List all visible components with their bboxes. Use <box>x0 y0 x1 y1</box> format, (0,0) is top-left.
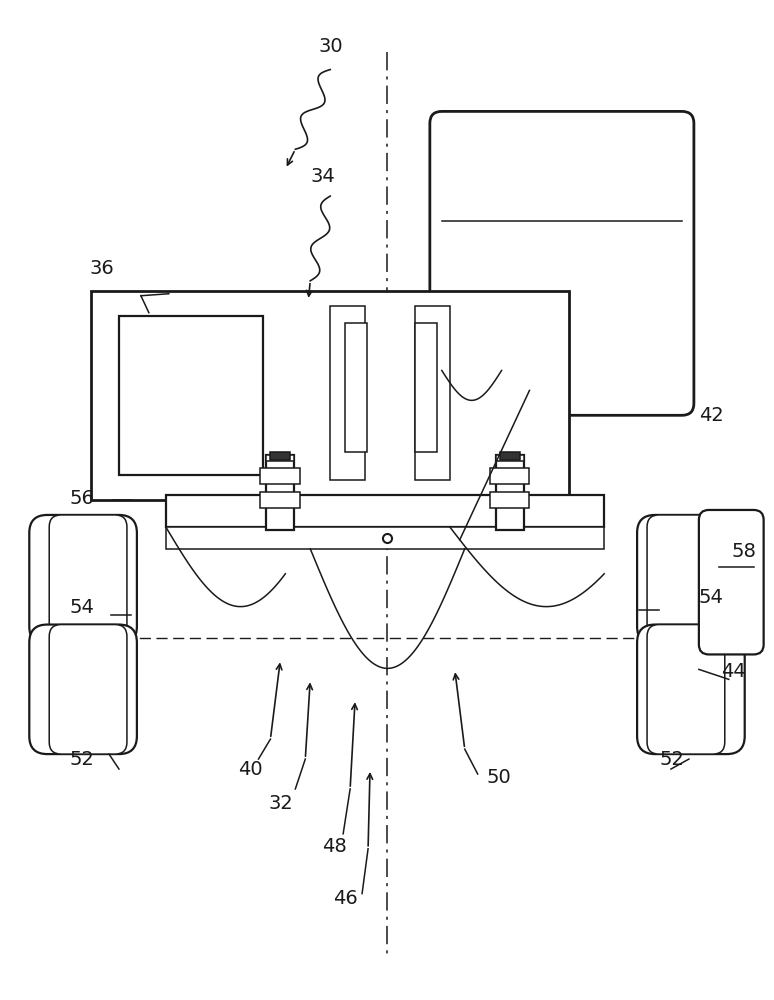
Bar <box>166 495 604 527</box>
Bar <box>119 316 263 475</box>
FancyBboxPatch shape <box>50 515 127 644</box>
Text: 52: 52 <box>659 750 684 769</box>
Bar <box>330 306 365 480</box>
Text: 54: 54 <box>699 588 724 607</box>
Bar <box>345 323 367 452</box>
Text: 54: 54 <box>69 598 94 617</box>
Text: 40: 40 <box>238 760 263 779</box>
Text: 52: 52 <box>69 750 94 769</box>
Bar <box>415 323 437 452</box>
Text: 30: 30 <box>318 37 343 56</box>
Text: 42: 42 <box>699 406 724 425</box>
FancyBboxPatch shape <box>50 625 127 754</box>
FancyBboxPatch shape <box>29 625 137 754</box>
Text: 36: 36 <box>89 259 114 278</box>
Bar <box>270 452 290 460</box>
Bar <box>266 455 294 530</box>
Text: 32: 32 <box>269 794 293 813</box>
Bar <box>261 468 300 484</box>
Text: 56: 56 <box>69 489 94 508</box>
Bar <box>91 291 570 500</box>
Bar <box>261 492 300 508</box>
Text: 44: 44 <box>721 662 745 681</box>
FancyBboxPatch shape <box>29 515 137 644</box>
Bar <box>495 455 523 530</box>
Bar <box>495 455 523 461</box>
FancyBboxPatch shape <box>637 515 745 644</box>
Text: 48: 48 <box>322 837 347 856</box>
FancyBboxPatch shape <box>647 515 724 644</box>
Bar <box>266 455 294 461</box>
Text: 34: 34 <box>310 167 335 186</box>
FancyBboxPatch shape <box>637 625 745 754</box>
Bar <box>166 527 604 549</box>
Bar <box>415 306 450 480</box>
Bar <box>490 492 529 508</box>
Text: 50: 50 <box>487 768 512 787</box>
Bar <box>499 452 519 460</box>
Bar <box>490 468 529 484</box>
Text: 58: 58 <box>731 542 757 561</box>
FancyBboxPatch shape <box>699 510 764 654</box>
FancyBboxPatch shape <box>430 111 694 415</box>
FancyBboxPatch shape <box>647 625 724 754</box>
Text: 46: 46 <box>333 889 358 908</box>
